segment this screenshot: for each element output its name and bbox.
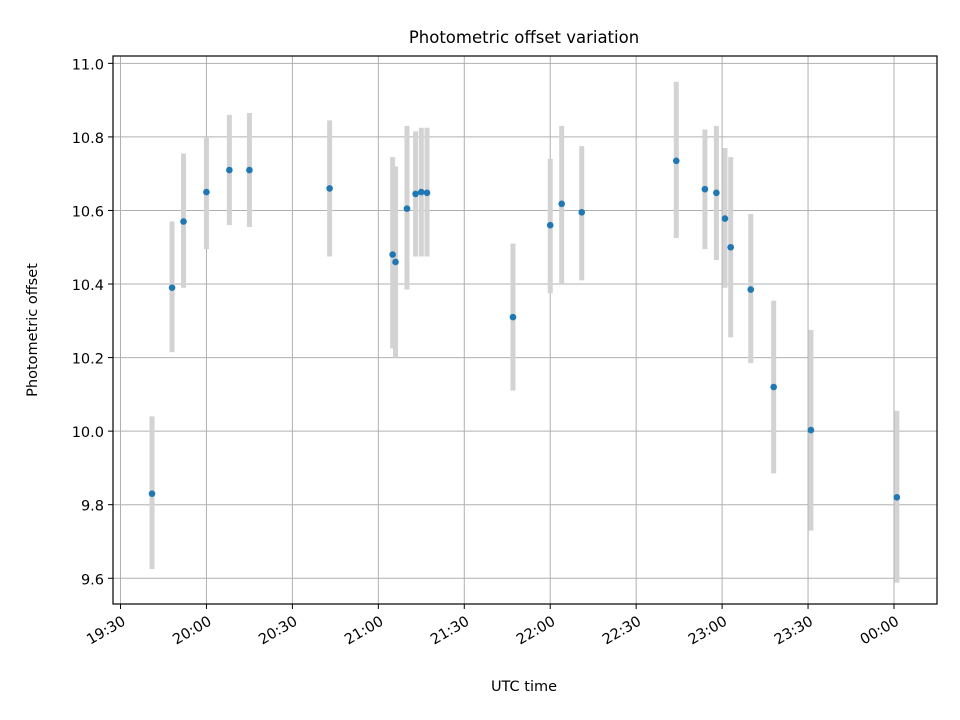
y-tick-label: 10.2 [72, 352, 104, 368]
plot-frame [112, 55, 938, 605]
data-point [747, 286, 755, 293]
data-point [713, 189, 720, 197]
y-axis-ticks: 9.6 9.8 10.0 10.2 10.4 10.6 10.8 11.0 [72, 57, 113, 588]
data-point [701, 185, 709, 193]
data-point [558, 200, 565, 208]
data-point [389, 251, 396, 258]
y-axis-label: Photometric offset [25, 263, 41, 397]
data-point [672, 157, 680, 165]
data-point [246, 166, 253, 174]
y-tick-label: 10.0 [72, 425, 104, 441]
data-point [509, 313, 517, 321]
data-point [226, 166, 233, 174]
data-point [770, 383, 777, 391]
data-point [727, 243, 735, 251]
data-point [203, 188, 210, 196]
data-point [412, 190, 419, 198]
data-point [423, 189, 431, 197]
y-tick-label: 11.0 [72, 57, 104, 73]
data-point [168, 284, 176, 292]
data-point [721, 215, 729, 222]
y-tick-label: 9.8 [81, 499, 104, 515]
data-points [148, 157, 901, 501]
data-point [148, 490, 156, 497]
chart-title: Photometric offset variation [409, 28, 639, 47]
x-axis-label: UTC time [491, 679, 557, 695]
data-point [893, 494, 901, 501]
data-point [418, 188, 425, 196]
y-tick-label: 9.6 [81, 572, 104, 588]
data-point [326, 185, 333, 192]
data-point [403, 205, 411, 212]
y-tick-label: 10.8 [72, 131, 104, 147]
y-tick-label: 10.4 [72, 278, 104, 294]
data-point [392, 258, 399, 266]
data-point [180, 218, 187, 225]
data-point [578, 209, 586, 216]
data-point [807, 426, 815, 434]
y-tick-label: 10.6 [72, 204, 104, 220]
data-point [546, 221, 554, 229]
